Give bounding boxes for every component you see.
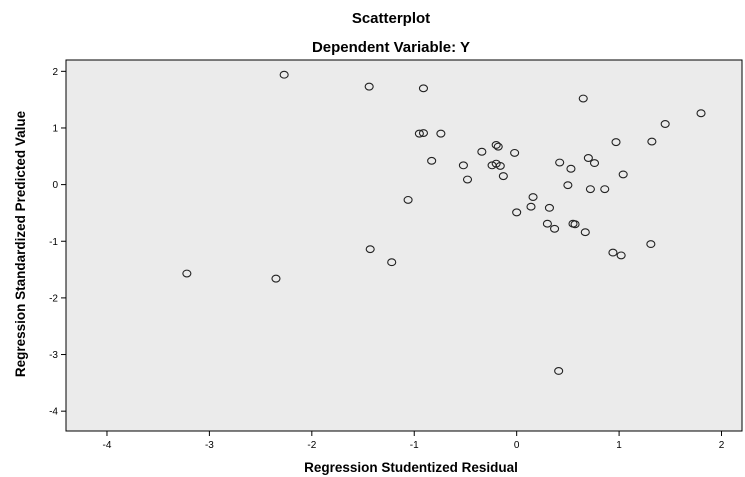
data-point bbox=[458, 161, 468, 170]
data-point bbox=[660, 120, 670, 128]
x-tick-label: -4 bbox=[103, 440, 112, 451]
x-axis: -4 -3 -2 -1 0 1 2 bbox=[103, 431, 725, 451]
data-point bbox=[696, 109, 706, 118]
data-point bbox=[544, 203, 554, 212]
data-point bbox=[550, 224, 560, 233]
data-point bbox=[555, 158, 565, 167]
data-point bbox=[646, 240, 656, 249]
data-point bbox=[279, 70, 289, 79]
x-tick-label: 2 bbox=[719, 440, 725, 451]
y-tick-label: -3 bbox=[49, 350, 58, 361]
x-axis-label: Regression Studentized Residual bbox=[304, 460, 518, 475]
data-point bbox=[600, 185, 610, 194]
data-point bbox=[647, 137, 657, 146]
data-point bbox=[436, 129, 446, 138]
y-tick-label: -1 bbox=[49, 237, 58, 248]
data-points bbox=[182, 70, 706, 375]
data-point bbox=[414, 129, 424, 138]
data-point bbox=[427, 156, 437, 165]
data-point bbox=[491, 141, 501, 149]
data-point bbox=[618, 170, 628, 179]
y-tick-label: 2 bbox=[52, 67, 58, 78]
data-point bbox=[271, 274, 281, 283]
data-point bbox=[608, 248, 618, 257]
data-point bbox=[364, 82, 374, 91]
data-point bbox=[616, 251, 626, 260]
y-tick-label: 1 bbox=[52, 123, 58, 134]
y-tick-label: 0 bbox=[52, 180, 58, 191]
data-point bbox=[477, 147, 487, 156]
plot-frame bbox=[65, 59, 743, 432]
data-point bbox=[542, 219, 552, 228]
data-point bbox=[403, 195, 413, 204]
data-point bbox=[418, 84, 429, 93]
data-point bbox=[583, 154, 593, 162]
data-point bbox=[495, 161, 505, 170]
data-point bbox=[493, 142, 503, 151]
data-point bbox=[510, 148, 520, 157]
data-point bbox=[570, 220, 580, 229]
data-point bbox=[498, 172, 508, 181]
data-point bbox=[580, 228, 590, 237]
chart-title: Scatterplot bbox=[352, 10, 430, 27]
data-point bbox=[526, 202, 536, 211]
x-tick-label: 1 bbox=[616, 440, 622, 451]
data-point bbox=[563, 181, 573, 190]
x-tick-label: -1 bbox=[410, 440, 419, 451]
data-point bbox=[365, 245, 375, 254]
data-point bbox=[512, 208, 522, 217]
y-axis-label: Regression Standardized Predicted Value bbox=[13, 110, 28, 377]
data-point bbox=[585, 185, 595, 194]
data-point bbox=[387, 258, 397, 267]
data-point bbox=[611, 138, 621, 147]
data-point bbox=[462, 175, 473, 184]
plot-area bbox=[66, 60, 742, 431]
data-point bbox=[182, 269, 192, 278]
y-tick-label: -2 bbox=[49, 293, 58, 304]
chart-subtitle: Dependent Variable: Y bbox=[312, 39, 470, 56]
data-point bbox=[554, 367, 564, 375]
x-tick-label: -3 bbox=[205, 440, 214, 451]
data-point bbox=[418, 129, 429, 138]
data-point bbox=[566, 164, 576, 173]
y-axis: 2 1 0 -1 -2 -3 -4 bbox=[49, 67, 66, 418]
x-tick-label: 0 bbox=[514, 440, 520, 451]
data-point bbox=[578, 94, 588, 103]
y-tick-label: -4 bbox=[49, 407, 58, 418]
data-point bbox=[589, 159, 600, 168]
x-tick-label: -2 bbox=[307, 440, 316, 451]
data-point bbox=[528, 193, 538, 202]
